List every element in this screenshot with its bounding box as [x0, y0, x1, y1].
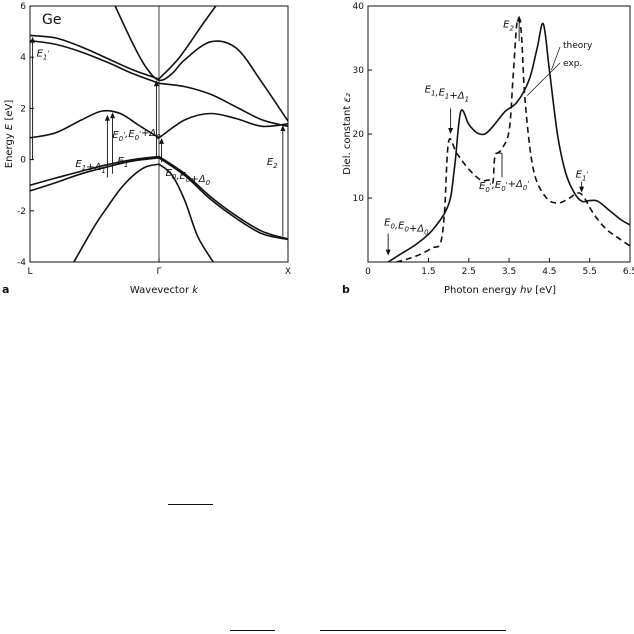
band-transition-arrow-head	[159, 137, 165, 144]
band-x-tick-label: X	[285, 267, 291, 277]
dielectric-x-tick-label: 1.5	[421, 267, 435, 277]
band-curve-0	[30, 155, 160, 186]
dielectric-y-axis-symbol: ε₂	[342, 93, 353, 102]
text-fragment-line	[230, 630, 275, 631]
dielectric-y-axis-label: Diel. constant ε₂	[342, 93, 353, 175]
band-curve-5	[158, 163, 214, 262]
text-fragment-line	[320, 630, 506, 631]
band-transition-label: E1+Δ1	[75, 159, 106, 175]
dielectric-y-tick-label: 30	[353, 66, 365, 76]
dielectric-arrow-head	[385, 249, 391, 256]
band-transition-label: E1'	[37, 49, 50, 62]
dielectric-annotation: E0,E0+Δ0	[384, 218, 429, 237]
band-curve-4	[158, 157, 288, 241]
band-transition-label: E0',E0'+Δ0	[112, 128, 161, 143]
dielectric-x-tick-label: 4.5	[542, 267, 556, 277]
band-y-tick-label: 4	[20, 53, 26, 63]
dielectric-annotation: E2	[503, 20, 514, 33]
dielectric-x-tick-label: 5.5	[583, 267, 597, 277]
band-x-axis-label-text: Wavevector	[130, 285, 190, 296]
panel-b-label: b	[342, 283, 350, 296]
legend-entry: exp.	[563, 59, 582, 69]
band-curve-7	[158, 112, 288, 139]
band-y-tick-label: 6	[20, 2, 26, 12]
text-fragment-line	[168, 504, 213, 505]
dielectric-x-tick-label: 3.5	[502, 267, 516, 277]
dielectric-y-tick-label: 10	[353, 194, 365, 204]
band-y-axis-label-text: Energy	[4, 133, 15, 168]
band-transition-arrow-head	[104, 114, 110, 121]
band-transition-label: E0,E0+Δ0	[166, 168, 211, 187]
dielectric-arrow-head	[516, 15, 522, 22]
dielectric-annotation: E0',E0'+Δ0'	[479, 179, 529, 194]
band-transition-arrow-head	[153, 80, 159, 87]
dielectric-x-tick-label: 0	[365, 267, 371, 277]
band-curve-12	[158, 6, 217, 80]
band-structure-panel: Ge E1' E0',E0'+Δ0 E1+Δ1 E1 E0,E0+Δ0 E2 -4 -2 0 2…	[2, 2, 291, 296]
band-curve-3	[158, 155, 288, 240]
dielectric-y-tick-label: 20	[353, 130, 365, 140]
band-transition-arrow-head	[280, 125, 286, 132]
band-y-tick-label: 2	[20, 104, 26, 114]
band-curve-8	[30, 34, 160, 80]
dielectric-annotation: E1,E1+Δ1	[425, 84, 469, 103]
band-y-tick-label: 0	[20, 156, 26, 166]
dielectric-x-axis-unit: [eV]	[535, 285, 556, 296]
panel-a-label: a	[2, 283, 9, 296]
experiment-curve	[396, 17, 630, 262]
dielectric-x-axis-symbol: hν	[520, 285, 532, 296]
svg-text:Diel. constant: Diel. constant ε₂	[342, 93, 353, 175]
band-y-axis-symbol: E	[4, 123, 15, 130]
band-x-axis-symbol: k	[192, 285, 199, 296]
dielectric-annotation: E1'	[576, 170, 589, 183]
band-curve-1	[30, 157, 160, 192]
band-y-axis-unit: [eV]	[4, 100, 15, 121]
band-curve-10	[114, 6, 288, 122]
dielectric-panel: 10 20 30 40 0 1.5 2.5 3.5 4.5 5.5 6.5 theory exp. E2…	[342, 2, 634, 296]
band-y-axis-label: Energy E [eV]	[4, 100, 15, 169]
dielectric-arrow-head	[448, 128, 454, 134]
band-x-axis-label: Wavevector k	[130, 285, 199, 296]
band-transition-arrow-head	[110, 112, 116, 119]
legend-leader-line	[526, 62, 561, 96]
legend-entry: theory	[563, 41, 593, 51]
dielectric-x-tick-label: 6.5	[623, 267, 634, 277]
band-curve-9	[30, 39, 160, 85]
band-y-tick-label: -2	[17, 207, 26, 217]
svg-text:Energy E: Energy E [eV]	[4, 100, 15, 169]
band-x-tick-label: Γ	[156, 267, 161, 277]
band-curve-2	[73, 163, 160, 262]
band-curve-6	[30, 109, 160, 139]
dielectric-y-tick-label: 40	[353, 2, 365, 12]
dielectric-x-axis-label-text: Photon energy	[444, 285, 517, 296]
dielectric-y-axis-label-text: Diel. constant	[342, 106, 353, 175]
theory-curve	[387, 22, 630, 262]
material-label: Ge	[42, 12, 61, 28]
band-transition-arrow-head	[30, 36, 36, 43]
band-transition-label: E1	[118, 156, 129, 169]
dielectric-x-tick-label: 2.5	[462, 267, 476, 277]
dielectric-x-axis-label: Photon energy hν [eV]	[444, 285, 556, 296]
band-curve-11	[158, 82, 288, 128]
band-x-tick-label: L	[27, 267, 32, 277]
legend-leader-line	[551, 46, 561, 71]
dielectric-arrow-head	[579, 186, 585, 193]
band-y-tick-label: -4	[17, 258, 26, 268]
band-transition-label: E2	[267, 157, 278, 170]
